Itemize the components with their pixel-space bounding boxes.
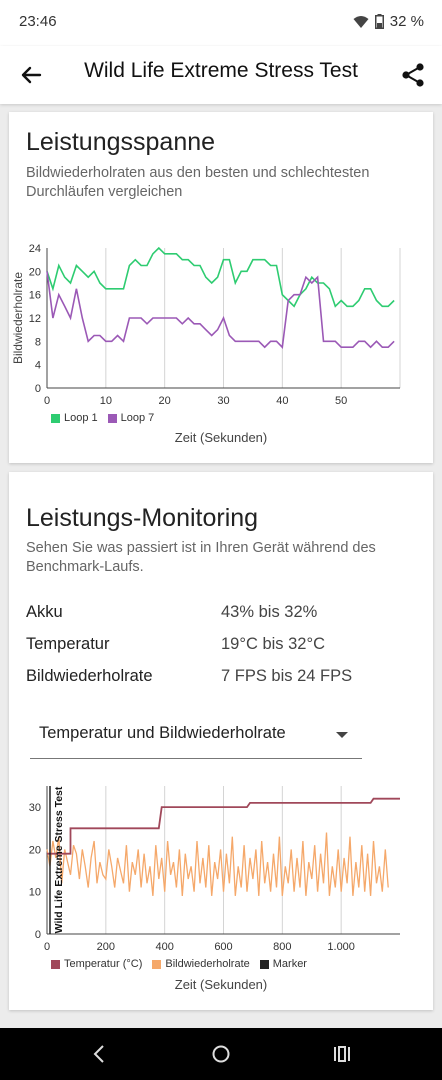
x-tick-label: 30	[217, 395, 229, 407]
y-tick-label: 12	[29, 313, 41, 325]
x-tick-label: 0	[44, 395, 50, 407]
stat-label: Bildwiederholrate	[26, 667, 153, 685]
x-tick-label: 50	[335, 395, 347, 407]
battery-percent: 32 %	[389, 13, 424, 30]
y-tick-label: 0	[35, 383, 41, 395]
stat-label: Temperatur	[26, 635, 110, 653]
back-arrow-icon[interactable]	[16, 60, 46, 90]
y-tick-label: 16	[29, 290, 41, 302]
legend-swatch	[51, 413, 60, 423]
y-tick-label: 0	[35, 929, 41, 941]
legend-item: Bildwiederholrate	[152, 958, 250, 970]
status-indicators: 32 %	[353, 13, 424, 30]
card-description: Bildwiederholraten aus den besten und sc…	[26, 165, 370, 200]
y-tick-label: 24	[29, 243, 41, 255]
legend-swatch	[51, 959, 60, 969]
stat-row-battery: Akku 43% bis 32%	[26, 603, 416, 627]
system-nav-bar	[0, 1028, 442, 1080]
x-axis-title: Zeit (Sekunden)	[174, 977, 268, 992]
card-title: Leistungsspanne	[26, 128, 216, 156]
stat-value: 43% bis 32%	[221, 603, 318, 621]
y-tick-label: 20	[29, 266, 41, 278]
legend-swatch	[107, 413, 117, 423]
legend-label: Marker	[272, 958, 307, 970]
y-tick-label: 20	[29, 844, 41, 856]
performance-range-card: Leistungsspanne Bildwiederholraten aus d…	[9, 112, 433, 463]
legend-label: Loop 1	[64, 412, 98, 424]
chart-type-dropdown[interactable]: Temperatur und Bildwiederholrate	[30, 712, 362, 759]
y-axis-title: Bildwiederholrate	[11, 272, 25, 364]
legend-item: Temperatur (°C)	[51, 958, 142, 970]
x-axis-title: Zeit (Sekunden)	[174, 430, 268, 445]
wifi-icon	[353, 15, 369, 28]
range-chart-legend: Loop 1 Loop 7	[51, 412, 154, 424]
stat-value: 19°C bis 32°C	[221, 635, 325, 653]
y-tick-label: 8	[35, 336, 41, 348]
legend-item: Marker	[259, 958, 307, 970]
x-tick-label: 10	[100, 395, 112, 407]
legend-label: Bildwiederholrate	[165, 958, 250, 970]
y-tick-label: 30	[29, 802, 41, 814]
battery-icon	[374, 14, 384, 29]
x-tick-label: 400	[155, 941, 173, 952]
monitoring-chart-legend: Temperatur (°C) Bildwiederholrate Marker	[51, 958, 307, 970]
x-tick-label: 20	[159, 395, 171, 407]
y-tick-label: 4	[35, 360, 41, 372]
stat-row-temperature: Temperatur 19°C bis 32°C	[26, 635, 416, 659]
legend-item: Loop 7	[107, 412, 155, 424]
x-tick-label: 200	[97, 941, 115, 952]
nav-recents-icon[interactable]	[329, 1041, 355, 1067]
x-tick-label: 0	[44, 941, 50, 952]
legend-swatch	[259, 959, 269, 969]
nav-back-icon[interactable]	[87, 1041, 113, 1067]
x-tick-label: 600	[214, 941, 232, 952]
legend-swatch	[152, 959, 162, 969]
dropdown-arrow-icon[interactable]	[336, 732, 348, 738]
x-tick-label: 1.000	[327, 941, 355, 952]
stat-row-framerate: Bildwiederholrate 7 FPS bis 24 FPS	[26, 667, 416, 691]
share-icon[interactable]	[398, 60, 428, 90]
card-description: Sehen Sie was passiert ist in Ihren Gerä…	[26, 540, 376, 575]
status-bar: 23:46 32 %	[0, 0, 442, 46]
stat-value: 7 FPS bis 24 FPS	[221, 667, 353, 685]
legend-label: Temperatur (°C)	[64, 958, 143, 970]
page-title: Wild Life Extreme Stress Test	[84, 59, 358, 82]
marker-label: Wild Life Extreme Stress Test	[53, 786, 65, 933]
card-title: Leistungs-Monitoring	[26, 504, 259, 532]
performance-monitoring-card: Leistungs-Monitoring Sehen Sie was passi…	[9, 472, 433, 1010]
legend-item: Loop 1	[51, 412, 98, 424]
status-time: 23:46	[19, 13, 57, 30]
stat-label: Akku	[26, 603, 63, 621]
range-chart-svg: 0 10 20 30 40 50 0 4 8 12 16 20 24 Bildwiederholrate	[11, 243, 401, 407]
series-line	[46, 271, 395, 349]
fps-line	[46, 832, 389, 896]
monitoring-chart-svg: 0 200 400 600 800 1.000 0 10 20 30 Wild Life Extre…	[29, 786, 400, 952]
x-tick-label: 800	[273, 941, 291, 952]
y-tick-label: 10	[29, 887, 41, 899]
nav-home-icon[interactable]	[208, 1041, 234, 1067]
dropdown-selected: Temperatur und Bildwiederholrate	[39, 724, 286, 742]
legend-label: Loop 7	[120, 412, 155, 424]
temperature-line	[47, 797, 400, 855]
x-tick-label: 40	[276, 395, 288, 407]
series-line	[46, 246, 395, 308]
app-bar: Wild Life Extreme Stress Test	[0, 46, 442, 104]
